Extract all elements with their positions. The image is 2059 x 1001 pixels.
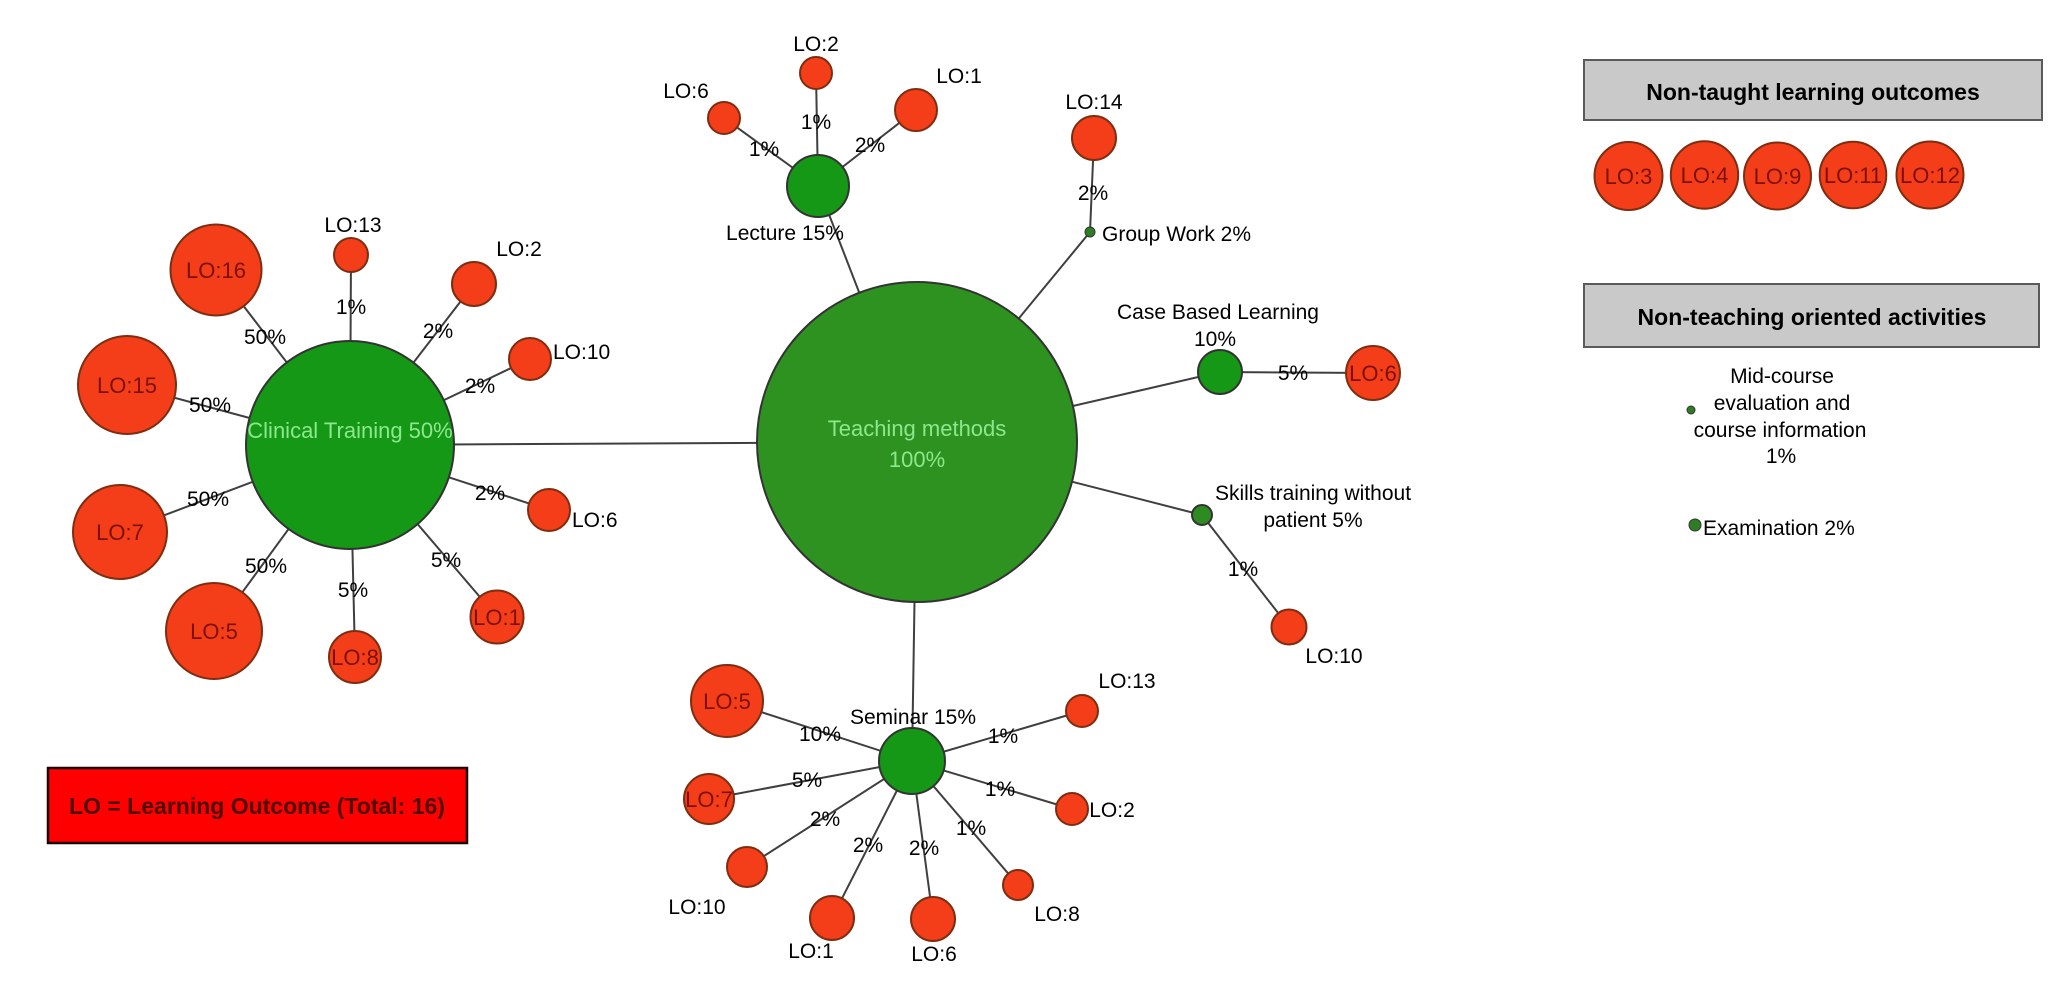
svg-text:patient 5%: patient 5% — [1263, 509, 1362, 532]
svg-text:LO:14: LO:14 — [1065, 91, 1123, 114]
svg-text:1%: 1% — [956, 817, 986, 840]
svg-text:1%: 1% — [801, 111, 831, 134]
svg-text:LO:6: LO:6 — [663, 80, 709, 103]
svg-text:2%: 2% — [853, 834, 883, 857]
svg-text:1%: 1% — [988, 725, 1018, 748]
svg-text:Group Work 2%: Group Work 2% — [1102, 223, 1251, 246]
svg-text:LO:12: LO:12 — [1900, 163, 1960, 188]
svg-text:LO:13: LO:13 — [324, 214, 381, 237]
svg-text:LO:13: LO:13 — [1098, 670, 1155, 693]
svg-text:LO:10: LO:10 — [668, 896, 725, 919]
svg-text:LO:6: LO:6 — [911, 943, 957, 966]
svg-text:LO:5: LO:5 — [190, 619, 238, 644]
svg-text:2%: 2% — [810, 808, 840, 831]
svg-text:1%: 1% — [1766, 445, 1796, 468]
svg-text:LO:1: LO:1 — [788, 940, 834, 963]
svg-text:LO:4: LO:4 — [1681, 163, 1729, 188]
svg-text:Non-taught learning outcomes: Non-taught learning outcomes — [1646, 79, 1980, 105]
svg-text:5%: 5% — [338, 579, 368, 602]
svg-text:5%: 5% — [1278, 362, 1308, 385]
svg-text:1%: 1% — [336, 296, 366, 319]
svg-text:1%: 1% — [749, 138, 779, 161]
svg-text:2%: 2% — [475, 482, 505, 505]
svg-text:10%: 10% — [1194, 328, 1236, 351]
svg-text:LO:2: LO:2 — [793, 33, 839, 56]
svg-text:Skills training without: Skills training without — [1215, 482, 1411, 505]
svg-text:course information: course information — [1694, 419, 1867, 442]
svg-text:50%: 50% — [245, 555, 287, 578]
svg-text:LO:1: LO:1 — [473, 605, 521, 630]
svg-text:1%: 1% — [1228, 558, 1258, 581]
svg-text:evaluation and: evaluation and — [1714, 392, 1851, 415]
svg-text:5%: 5% — [792, 769, 822, 792]
svg-text:100%: 100% — [889, 447, 945, 472]
svg-text:LO:1: LO:1 — [936, 65, 982, 88]
svg-text:LO:11: LO:11 — [1824, 163, 1882, 188]
svg-text:LO:6: LO:6 — [572, 509, 618, 532]
svg-text:LO:5: LO:5 — [703, 689, 751, 714]
svg-text:LO:2: LO:2 — [1089, 799, 1135, 822]
svg-text:LO:15: LO:15 — [97, 373, 157, 398]
svg-text:Non-teaching oriented activiti: Non-teaching oriented activities — [1638, 304, 1987, 330]
svg-text:5%: 5% — [431, 549, 461, 572]
svg-text:Teaching methods: Teaching methods — [828, 416, 1007, 441]
svg-text:50%: 50% — [244, 326, 286, 349]
svg-text:Clinical Training 50%: Clinical Training 50% — [247, 418, 452, 443]
svg-text:LO:9: LO:9 — [1754, 164, 1802, 189]
svg-text:LO:6: LO:6 — [1349, 361, 1397, 386]
svg-text:LO:3: LO:3 — [1605, 164, 1653, 189]
svg-text:2%: 2% — [465, 375, 495, 398]
svg-text:Lecture 15%: Lecture 15% — [726, 222, 844, 245]
svg-text:Seminar 15%: Seminar 15% — [850, 706, 976, 729]
svg-text:1%: 1% — [985, 778, 1015, 801]
svg-text:Examination 2%: Examination 2% — [1703, 517, 1855, 540]
svg-text:2%: 2% — [855, 134, 885, 157]
svg-text:LO:7: LO:7 — [685, 787, 733, 812]
svg-text:10%: 10% — [799, 723, 841, 746]
svg-text:Mid-course: Mid-course — [1730, 365, 1834, 388]
svg-text:LO:2: LO:2 — [496, 238, 542, 261]
svg-text:LO = Learning Outcome (Total:: LO = Learning Outcome (Total: 16) — [69, 793, 445, 819]
svg-text:2%: 2% — [1078, 182, 1108, 205]
svg-text:LO:10: LO:10 — [1305, 645, 1362, 668]
svg-text:2%: 2% — [423, 320, 453, 343]
svg-text:LO:10: LO:10 — [553, 341, 610, 364]
svg-text:LO:8: LO:8 — [331, 645, 379, 670]
svg-text:2%: 2% — [909, 837, 939, 860]
svg-text:50%: 50% — [189, 394, 231, 417]
svg-text:LO:16: LO:16 — [186, 258, 246, 283]
svg-text:LO:7: LO:7 — [96, 520, 144, 545]
svg-text:50%: 50% — [187, 488, 229, 511]
svg-text:LO:8: LO:8 — [1034, 903, 1080, 926]
svg-text:Case Based Learning: Case Based Learning — [1117, 301, 1319, 324]
